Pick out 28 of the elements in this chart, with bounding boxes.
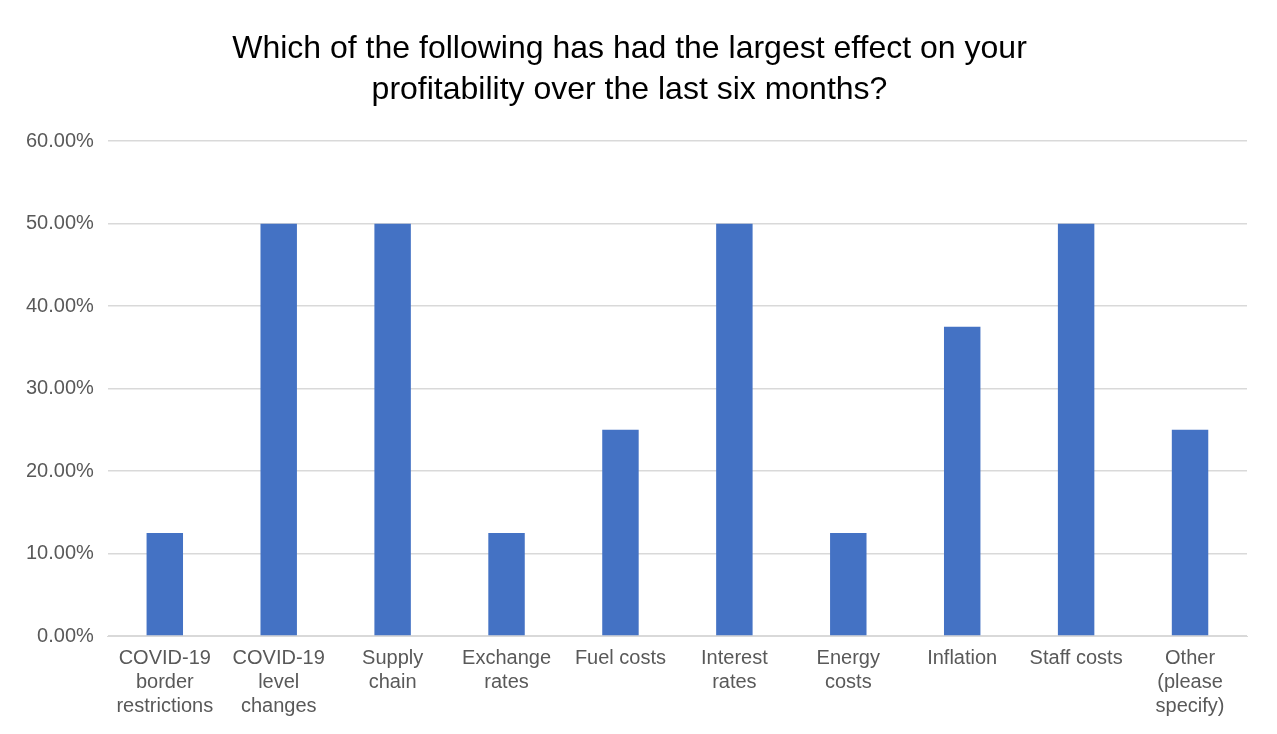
bar xyxy=(374,223,411,636)
x-tick-label: Interest rates xyxy=(701,645,769,692)
bar xyxy=(1171,429,1209,636)
bar xyxy=(260,223,297,636)
y-tick-label: 40.00% xyxy=(25,293,95,316)
bar xyxy=(1057,223,1095,636)
bar xyxy=(830,532,867,636)
chart-title: Which of the following has had the largest effect on your profitability over the last six months? xyxy=(232,28,1028,107)
x-tick-label: Other (please specify) xyxy=(1155,645,1225,716)
x-tick-label: Staff costs xyxy=(1029,645,1123,668)
y-tick-label: 20.00% xyxy=(25,458,95,481)
y-tick-label: 30.00% xyxy=(25,376,95,399)
x-tick-label: Supply chain xyxy=(362,645,424,692)
bar xyxy=(716,223,753,636)
x-tick-label: Exchange rates xyxy=(462,645,552,692)
x-tick-label: Inflation xyxy=(927,645,998,668)
bar xyxy=(146,532,184,636)
x-tick-label: Energy costs xyxy=(816,645,880,692)
y-tick-label: 50.00% xyxy=(25,211,95,234)
bar xyxy=(602,429,639,636)
x-tick-label: COVID-19 level changes xyxy=(232,645,325,716)
x-tick-label: Fuel costs xyxy=(574,645,667,668)
y-tick-label: 0.00% xyxy=(37,623,95,646)
bar xyxy=(488,532,525,636)
y-tick-label: 60.00% xyxy=(25,128,95,151)
y-tick-label: 10.00% xyxy=(25,541,95,564)
bar xyxy=(943,326,981,636)
x-tick-label: COVID-19 border restrictions xyxy=(116,645,214,716)
